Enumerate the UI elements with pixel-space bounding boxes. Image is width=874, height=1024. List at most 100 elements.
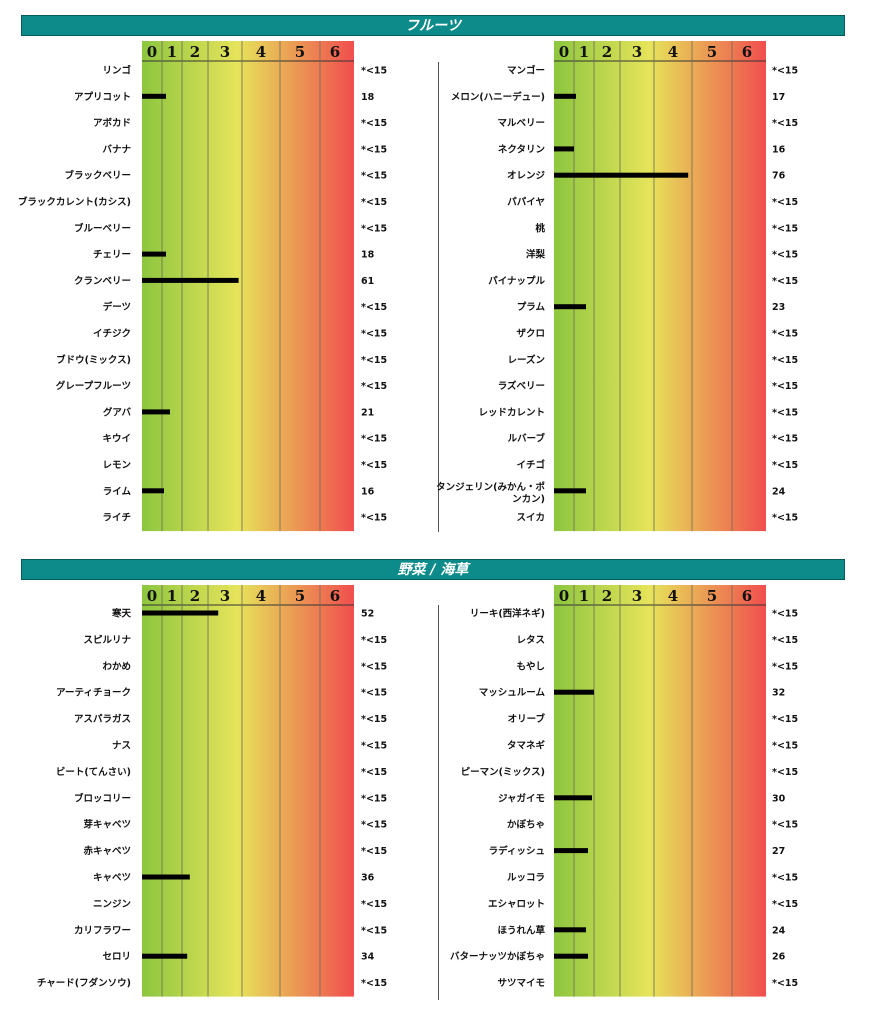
value-label: *<15: [772, 250, 798, 261]
x-tick-label: 3: [220, 587, 230, 605]
x-tick-label: 0: [559, 43, 569, 61]
value-label: *<15: [772, 407, 798, 418]
category-label: チェリー: [93, 250, 131, 261]
data-bar: [142, 93, 166, 99]
data-bar: [554, 172, 689, 178]
value-label: *<15: [772, 820, 798, 831]
value-label: 17: [772, 92, 785, 103]
x-tick-label: 0: [147, 43, 157, 61]
value-label: *<15: [361, 793, 387, 804]
category-label: 寒天: [111, 608, 132, 620]
category-label: ラディッシュ: [489, 845, 545, 857]
value-label: *<15: [772, 714, 798, 725]
value-label: 34: [361, 952, 375, 963]
value-label: *<15: [361, 767, 387, 778]
category-label: キウイ: [102, 434, 131, 445]
x-tick-label: 6: [742, 43, 752, 61]
category-label: タマネギ: [507, 740, 546, 752]
category-label: リーキ(西洋ネギ): [470, 608, 545, 620]
x-tick-label: 4: [256, 43, 266, 61]
value-label: *<15: [361, 899, 387, 910]
category-label: オレンジ: [507, 171, 546, 182]
value-label: *<15: [361, 118, 387, 129]
data-bar: [554, 689, 594, 695]
value-label: *<15: [772, 661, 798, 672]
x-tick-label: 2: [190, 43, 200, 61]
category-label: レッドカレント: [478, 407, 545, 418]
value-label: 18: [361, 250, 375, 261]
value-label: *<15: [361, 381, 387, 392]
x-tick-label: 1: [167, 587, 177, 605]
category-label: ブルーベリー: [74, 222, 131, 234]
category-label: イチジク: [93, 329, 131, 340]
value-label: *<15: [361, 635, 387, 646]
category-label: パパイヤ: [507, 196, 545, 208]
category-label: ルッコラ: [507, 873, 545, 884]
x-tick-label: 1: [579, 587, 589, 605]
value-label: 32: [772, 688, 785, 699]
category-label: スピルリナ: [83, 634, 131, 646]
category-label: わかめ: [102, 661, 131, 672]
value-label: *<15: [361, 434, 387, 445]
column-separator: [438, 62, 439, 532]
x-tick-label: 2: [190, 587, 200, 605]
data-bar: [554, 848, 588, 854]
data-bar: [554, 953, 588, 959]
category-label: アボカド: [93, 117, 131, 129]
category-label: ジャガイモ: [498, 792, 545, 804]
category-label: マンゴー: [507, 65, 545, 77]
value-label: *<15: [361, 223, 387, 234]
category-label: ブドウ(ミックス): [56, 354, 131, 366]
value-label: *<15: [772, 899, 798, 910]
category-label: チャード(フダンソウ): [37, 977, 131, 989]
section-banner-vegetables: 野菜 / 海草: [21, 559, 845, 580]
category-label: プラム: [517, 301, 546, 313]
category-label: 芽キャベツ: [83, 819, 131, 831]
value-label: *<15: [361, 355, 387, 366]
category-label: ビート(てんさい): [56, 766, 131, 778]
category-label: スイカ: [516, 513, 545, 524]
category-label: イチゴ: [516, 459, 545, 471]
category-label: アスパラガス: [74, 713, 131, 725]
category-label: ネクタリン: [498, 143, 545, 155]
x-tick-label: 4: [668, 587, 678, 605]
value-label: 36: [361, 873, 375, 884]
data-bar: [142, 409, 170, 415]
section-banner-fruits: フルーツ: [21, 15, 845, 36]
chart-panel: 0 1 2 3 4 5 6 リーキ(西洋ネギ) *<15 レタス *<15 もやし *<15 マッシュルー…: [450, 585, 798, 997]
value-label: *<15: [361, 661, 387, 672]
category-label: パイナップル: [488, 275, 545, 287]
value-label: 23: [772, 302, 785, 313]
data-bar: [142, 251, 166, 257]
value-label: 30: [772, 793, 786, 804]
value-label: 16: [361, 486, 375, 497]
data-bar: [554, 93, 576, 99]
category-label: カリフラワー: [74, 925, 131, 936]
data-bar: [554, 146, 574, 152]
category-label: オリーブ: [508, 713, 546, 725]
category-label: サツマイモ: [497, 978, 545, 989]
value-label: *<15: [361, 846, 387, 857]
value-label: *<15: [361, 302, 387, 313]
category-label: ブロッコリー: [74, 792, 131, 804]
value-label: *<15: [772, 741, 798, 752]
x-tick-label: 5: [707, 43, 717, 61]
category-label: マッシュルーム: [479, 688, 546, 699]
value-label: 27: [772, 846, 785, 857]
value-label: *<15: [772, 355, 798, 366]
value-label: 61: [361, 276, 374, 287]
category-label: バターナッツかぼちゃ: [450, 951, 545, 963]
value-label: *<15: [772, 873, 798, 884]
data-bar: [142, 488, 164, 494]
value-label: *<15: [361, 820, 387, 831]
x-tick-label: 6: [330, 43, 340, 61]
value-label: *<15: [361, 144, 387, 155]
category-label: グアバ: [103, 406, 132, 418]
value-label: *<15: [772, 513, 798, 524]
category-label: ニンジン: [93, 899, 131, 910]
value-label: 16: [772, 144, 786, 155]
category-label: エシャロット: [488, 899, 545, 910]
